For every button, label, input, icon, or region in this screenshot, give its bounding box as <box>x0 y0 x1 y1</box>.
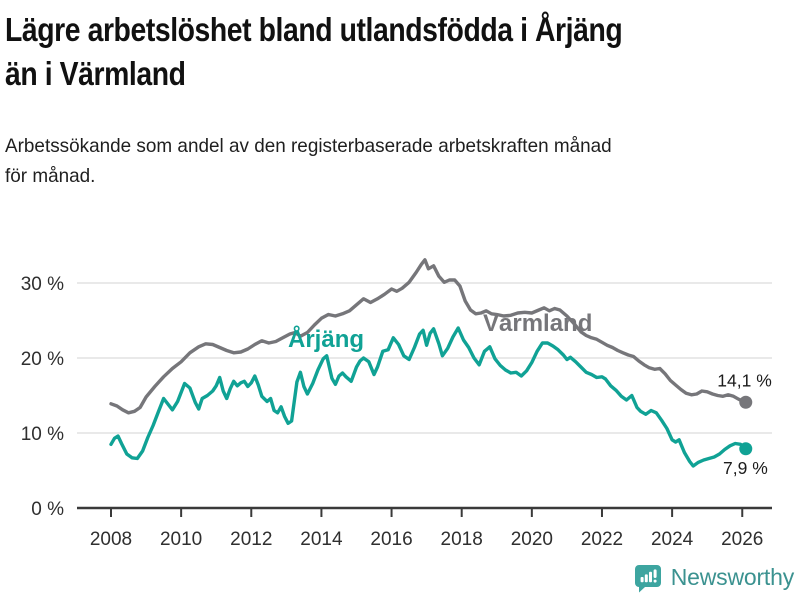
series-name-label-varmland: Värmland <box>483 310 592 337</box>
y-axis-tick-label: 20 % <box>21 349 64 370</box>
exclamation-dot <box>653 579 657 582</box>
x-axis-tick-label: 2008 <box>90 529 132 550</box>
series-line-arjang <box>109 326 748 468</box>
exclamation-bar <box>653 568 657 578</box>
chart-subtitle-line-2: för månad. <box>5 165 96 187</box>
newsworthy-speech-bubble-icon <box>634 564 661 592</box>
series-end-dot-arjang <box>739 442 753 456</box>
chart-subtitle-line-1: Arbetssökande som andel av den registerb… <box>5 135 612 157</box>
y-axis-tick-label: 10 % <box>21 424 64 445</box>
series-line-varmland <box>109 258 748 415</box>
x-axis-tick-label: 2016 <box>370 529 412 550</box>
series-end-value-arjang: 7,9 % <box>723 458 768 478</box>
newsworthy-wordmark: Newsworthy <box>670 563 794 590</box>
bar-3 <box>648 571 652 582</box>
y-axis-tick-label: 0 % <box>31 499 64 520</box>
bar-1 <box>640 576 644 582</box>
x-axis-tick-label: 2014 <box>300 529 343 550</box>
bar-2 <box>644 573 648 582</box>
y-axis-tick-label: 30 % <box>21 274 64 295</box>
speech-bubble-shape <box>634 564 661 592</box>
series-end-dot-varmland <box>739 395 753 409</box>
chart-title: Lägre arbetslöshet bland utlandsfödda i … <box>5 8 796 96</box>
chart-title-line-2: än i Värmland <box>5 55 186 92</box>
chart-title-line-1: Lägre arbetslöshet bland utlandsfödda i … <box>5 11 623 48</box>
x-axis-tick-label: 2010 <box>160 529 202 550</box>
x-axis-tick-label: 2020 <box>511 529 553 550</box>
x-axis-tick-label: 2018 <box>441 529 483 550</box>
x-axis-tick-label: 2024 <box>651 529 694 550</box>
newsworthy-logo[interactable]: Newsworthy <box>633 561 794 593</box>
series-name-label-arjang: Årjäng <box>288 325 364 353</box>
chart-subtitle: Arbetssökande som andel av den registerb… <box>5 131 800 191</box>
x-axis-tick-label: 2026 <box>721 529 763 550</box>
x-axis-tick-label: 2022 <box>581 529 623 550</box>
x-axis-tick-label: 2012 <box>230 529 272 550</box>
series-end-value-varmland: 14,1 % <box>717 370 771 390</box>
